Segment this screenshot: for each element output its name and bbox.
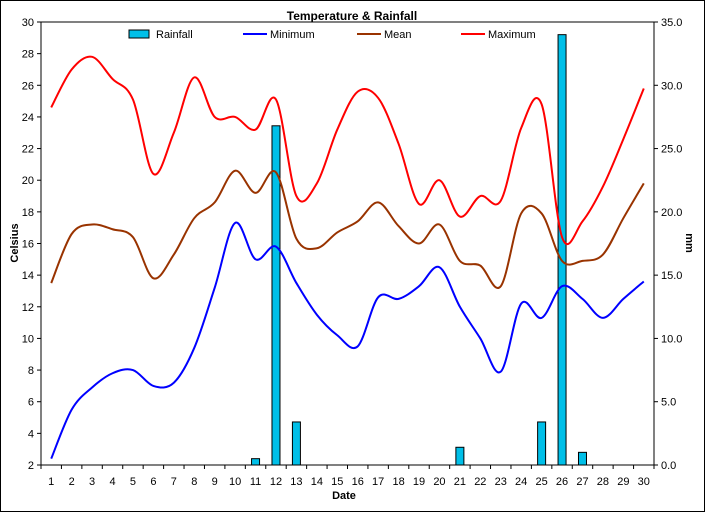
y-left-tick-label: 10: [22, 333, 34, 345]
y-left-tick-label: 20: [22, 175, 34, 187]
x-tick-label: 12: [270, 476, 282, 488]
bar-rainfall: [251, 458, 261, 466]
y-left-tick-label: 4: [28, 428, 34, 440]
legend-label-rainfall: Rainfall: [156, 29, 193, 41]
y-left-tick-label: 16: [22, 239, 34, 251]
x-tick-label: 1: [48, 476, 54, 488]
x-tick-label: 14: [311, 476, 323, 488]
y-axis-label-left: Celsius: [9, 223, 21, 262]
x-tick-label: 2: [69, 476, 75, 488]
x-tick-label: 4: [109, 476, 115, 488]
y-left-tick-label: 30: [22, 17, 34, 29]
x-tick-label: 7: [171, 476, 177, 488]
x-tick-label: 16: [352, 476, 364, 488]
line-mean: [50, 169, 645, 290]
y-left-tick-label: 12: [22, 302, 34, 314]
y-right-tick-label: 25.0: [661, 144, 682, 156]
x-tick-label: 18: [392, 476, 404, 488]
y-left-tick-label: 22: [22, 144, 34, 156]
x-tick-label: 11: [250, 476, 261, 488]
y-left-tick-label: 2: [28, 460, 34, 472]
x-tick-label: 5: [130, 476, 136, 488]
legend-label-maximum: Maximum: [488, 29, 536, 41]
x-tick-label: 20: [433, 476, 445, 488]
x-tick-label: 27: [576, 476, 588, 488]
bar-rainfall: [577, 451, 587, 466]
x-tick-label: 17: [372, 476, 384, 488]
y-right-tick-label: 0.0: [661, 460, 676, 472]
legend-label-minimum: Minimum: [270, 29, 315, 41]
line-minimum: [50, 221, 645, 460]
legend-label-mean: Mean: [384, 29, 412, 41]
chart-title: Temperature & Rainfall: [287, 9, 417, 23]
x-tick-label: 19: [413, 476, 425, 488]
x-tick-label: 26: [556, 476, 568, 488]
x-tick-label: 3: [89, 476, 95, 488]
bar-rainfall: [537, 421, 547, 466]
y-right-tick-label: 35.0: [661, 17, 682, 29]
x-tick-label: 15: [331, 476, 343, 488]
y-left-tick-label: 24: [22, 112, 34, 124]
bar-rainfall: [291, 421, 301, 466]
x-tick-label: 6: [150, 476, 156, 488]
bar-rainfall: [455, 446, 465, 466]
legend-swatch-rainfall: [128, 29, 150, 39]
bar-rainfall: [557, 34, 567, 466]
y-left-tick-label: 8: [28, 365, 34, 377]
x-tick-label: 22: [474, 476, 486, 488]
y-left-tick-label: 18: [22, 207, 34, 219]
x-tick-label: 8: [191, 476, 197, 488]
y-left-tick-label: 26: [22, 80, 34, 92]
x-tick-label: 23: [495, 476, 507, 488]
y-right-tick-label: 5.0: [661, 397, 676, 409]
x-tick-label: 21: [454, 476, 466, 488]
y-right-tick-label: 15.0: [661, 270, 682, 282]
x-tick-label: 10: [229, 476, 241, 488]
x-tick-label: 29: [617, 476, 629, 488]
y-left-tick-label: 14: [22, 270, 34, 282]
y-right-tick-label: 20.0: [661, 207, 682, 219]
x-tick-label: 28: [597, 476, 609, 488]
y-axis-label-right: mm: [683, 233, 695, 253]
x-tick-label: 30: [638, 476, 650, 488]
x-tick-label: 25: [535, 476, 547, 488]
x-tick-label: 24: [515, 476, 527, 488]
x-axis-label: Date: [332, 490, 356, 502]
y-right-tick-label: 10.0: [661, 333, 682, 345]
x-tick-label: 9: [212, 476, 218, 488]
y-left-tick-label: 28: [22, 49, 34, 61]
y-left-tick-label: 6: [28, 397, 34, 409]
x-tick-label: 13: [290, 476, 302, 488]
line-maximum: [50, 55, 645, 246]
y-right-tick-label: 30.0: [661, 80, 682, 92]
